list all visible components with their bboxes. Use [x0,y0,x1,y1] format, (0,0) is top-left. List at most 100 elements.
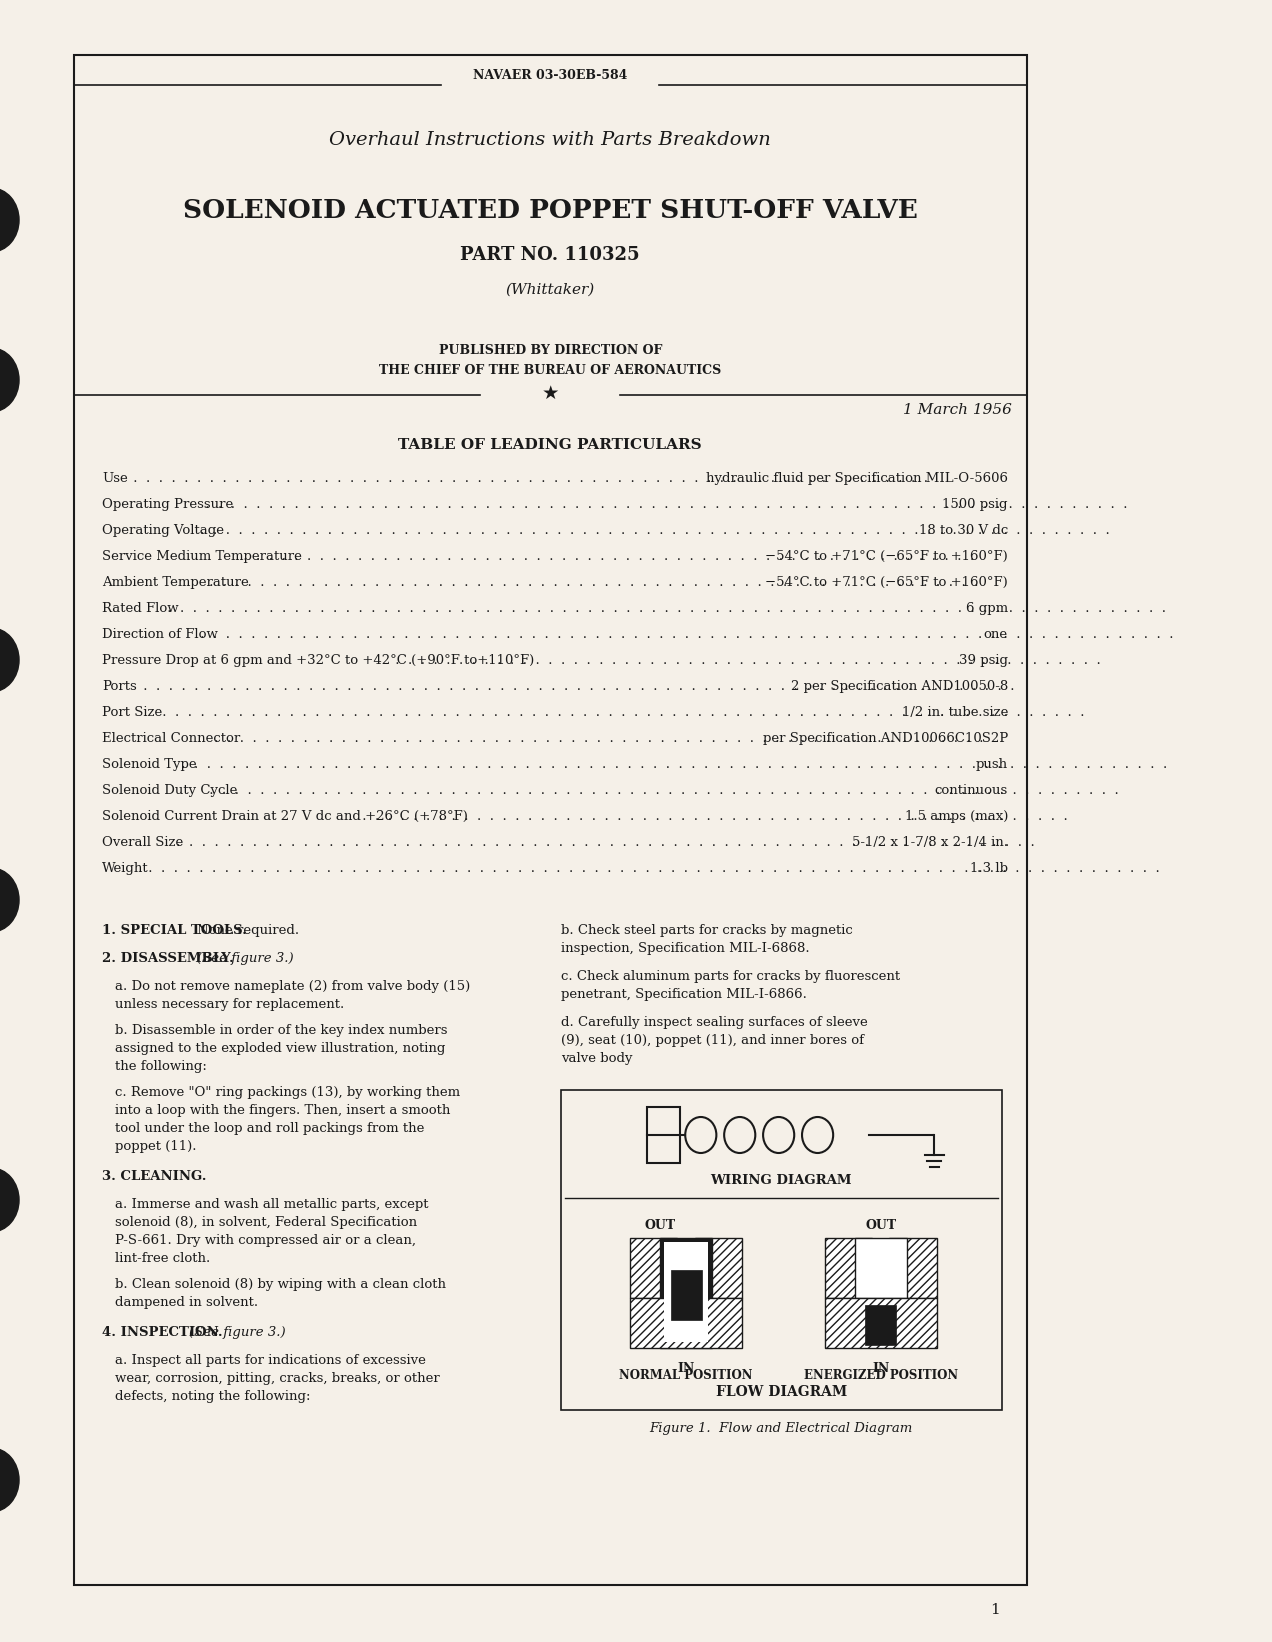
Text: poppet (11).: poppet (11). [114,1140,197,1153]
Text: Rated Flow: Rated Flow [102,601,179,614]
Circle shape [0,1448,19,1512]
Text: .  .  .  .  .  .  .  .  .  .  .  .  .  .  .  .  .  .  .  .  .  .  .  .  .  .  . : . . . . . . . . . . . . . . . . . . . . … [196,627,1178,640]
Text: defects, noting the following:: defects, noting the following: [114,1391,310,1402]
Text: 1. SPECIAL TOOLS.: 1. SPECIAL TOOLS. [102,924,247,938]
Text: 2 per Specification AND10050-8: 2 per Specification AND10050-8 [791,680,1007,693]
Text: 2. DISASSEMBLY.: 2. DISASSEMBLY. [102,952,234,965]
Bar [824,1297,937,1348]
Bar [630,1297,743,1348]
Bar [74,54,1027,1585]
Text: Operating Voltage: Operating Voltage [102,524,224,537]
Text: .  .  .  .  .  .  .  .  .  .  .  .  .  .  .  .  .  .  .  .  .  .  .  .  .  .  . : . . . . . . . . . . . . . . . . . . . . … [391,654,1105,667]
Circle shape [0,869,19,933]
Text: 5-1/2 x 1-7/8 x 2-1/4 in.: 5-1/2 x 1-7/8 x 2-1/4 in. [852,836,1007,849]
Text: Solenoid Type: Solenoid Type [102,757,197,770]
Text: Pressure Drop at 6 gpm and +32°C to +42°C (+90°F to+110°F): Pressure Drop at 6 gpm and +32°C to +42°… [102,654,534,667]
Text: .  .  .  .  .  .  .  .  .  .  .  .  .  .  .  .  .  .  .  .  .  .  .  .  .  .  . : . . . . . . . . . . . . . . . . . . . . … [206,783,1123,796]
Text: −54°C to +71°C (−65°F to +160°F): −54°C to +71°C (−65°F to +160°F) [766,575,1007,588]
Text: .  .  .  .  .  .  .  .  .  .  .  .  .  .  .  .  .  .  .  .  .  .  .  .  .  .  . : . . . . . . . . . . . . . . . . . . . . … [139,680,1019,693]
Text: (Whittaker): (Whittaker) [506,282,595,297]
Text: Use: Use [102,471,128,484]
Text: inspection, Specification MIL-I-6868.: inspection, Specification MIL-I-6868. [561,943,809,956]
Text: 6 gpm: 6 gpm [965,601,1007,614]
Text: a. Immerse and wash all metallic parts, except: a. Immerse and wash all metallic parts, … [114,1199,429,1212]
Text: .  .  .  .  .  .  .  .  .  .  .  .  .  .  .  .  .  .  .  .  .  .  .  .  .  .  . : . . . . . . . . . . . . . . . . . . . . … [239,550,978,563]
Bar [855,1238,907,1297]
Text: the following:: the following: [114,1061,207,1072]
Text: push: push [976,757,1007,770]
Text: tool under the loop and roll packings from the: tool under the loop and roll packings fr… [114,1121,425,1135]
Circle shape [0,187,19,251]
Text: 1.3 lb: 1.3 lb [971,862,1007,875]
Text: 4. INSPECTION.: 4. INSPECTION. [102,1327,223,1338]
Bar [660,1238,712,1348]
Text: ★: ★ [542,384,558,402]
Text: .  .  .  .  .  .  .  .  .  .  .  .  .  .  .  .  .  .  .  .  .  .  .  .  .  .  . : . . . . . . . . . . . . . . . . . . . . … [130,471,932,484]
Text: a. Inspect all parts for indications of excessive: a. Inspect all parts for indications of … [114,1355,426,1368]
Text: NAVAER 03-30EB-584: NAVAER 03-30EB-584 [473,69,627,82]
Text: OUT: OUT [645,1218,675,1232]
Text: .  .  .  .  .  .  .  .  .  .  .  .  .  .  .  .  .  .  .  .  .  .  .  .  .  .  . : . . . . . . . . . . . . . . . . . . . . … [172,836,1039,849]
Text: 1/2 in. tube size: 1/2 in. tube size [902,706,1007,719]
Text: unless necessary for replacement.: unless necessary for replacement. [114,998,345,1011]
Text: WIRING DIAGRAM: WIRING DIAGRAM [711,1174,852,1187]
Text: Service Medium Temperature: Service Medium Temperature [102,550,301,563]
Text: 18 to 30 V dc: 18 to 30 V dc [918,524,1007,537]
Text: Direction of Flow: Direction of Flow [102,627,218,640]
Text: IN: IN [873,1361,889,1374]
Text: (See figure 3.): (See figure 3.) [188,1327,285,1338]
Text: 39 psig: 39 psig [959,654,1007,667]
Text: .  .  .  .  .  .  .  .  .  .  .  .  .  .  .  .  .  .  .  .  .  .  .  .  .  .  . : . . . . . . . . . . . . . . . . . . . . … [206,575,983,588]
Circle shape [0,1167,19,1232]
Bar [865,1305,897,1345]
Text: Operating Pressure: Operating Pressure [102,498,233,511]
Text: assigned to the exploded view illustration, noting: assigned to the exploded view illustrati… [114,1043,445,1056]
Text: THE CHIEF OF THE BUREAU OF AERONAUTICS: THE CHIEF OF THE BUREAU OF AERONAUTICS [379,363,721,376]
Text: 1: 1 [990,1603,1000,1617]
Text: .  .  .  .  .  .  .  .  .  .  .  .  .  .  .  .  .  .  .  .  .  .  .  .  .  .  . : . . . . . . . . . . . . . . . . . . . . … [158,706,1089,719]
Text: .  .  .  .  .  .  .  .  .  .  .  .  .  .  .  .  .  .  .  .  .  .  .  .  .  .  . : . . . . . . . . . . . . . . . . . . . . … [201,498,1132,511]
Text: solenoid (8), in solvent, Federal Specification: solenoid (8), in solvent, Federal Specif… [114,1217,417,1228]
Circle shape [0,627,19,691]
Text: b. Check steel parts for cracks by magnetic: b. Check steel parts for cracks by magne… [561,924,852,938]
Text: Solenoid Duty Cycle: Solenoid Duty Cycle [102,783,238,796]
Circle shape [0,348,19,412]
Text: Overall Size: Overall Size [102,836,183,849]
Text: dampened in solvent.: dampened in solvent. [114,1296,258,1309]
Text: 1.5 amps (max): 1.5 amps (max) [904,810,1007,823]
Text: wear, corrosion, pitting, cracks, breaks, or other: wear, corrosion, pitting, cracks, breaks… [114,1373,440,1384]
Text: .  .  .  .  .  .  .  .  .  .  .  .  .  .  .  .  .  .  .  .  .  .  .  .  .  .  . : . . . . . . . . . . . . . . . . . . . . … [144,862,1164,875]
Text: 1 March 1956: 1 March 1956 [903,402,1013,417]
Text: .  .  .  .  .  .  .  .  .  .  .  .  .  .  .  .  .  .  .  .  .  .  .  .  .  .  . : . . . . . . . . . . . . . . . . . . . . … [163,601,1170,614]
Text: Ports: Ports [102,680,137,693]
Text: valve body: valve body [561,1053,632,1066]
Bar [561,1090,1002,1410]
Text: Solenoid Current Drain at 27 V dc and +26°C (+78°F): Solenoid Current Drain at 27 V dc and +2… [102,810,468,823]
Text: d. Carefully inspect sealing surfaces of sleeve: d. Carefully inspect sealing surfaces of… [561,1016,868,1030]
Text: a. Do not remove nameplate (2) from valve body (15): a. Do not remove nameplate (2) from valv… [114,980,471,993]
Text: .  .  .  .  .  .  .  .  .  .  .  .  .  .  .  .  .  .  .  .  .  .  .  .  .  .  . : . . . . . . . . . . . . . . . . . . . . … [210,731,988,744]
Bar [647,1107,681,1163]
Text: Overhaul Instructions with Parts Breakdown: Overhaul Instructions with Parts Breakdo… [329,131,771,149]
Text: ENERGIZED POSITION: ENERGIZED POSITION [804,1368,958,1381]
Text: continuous: continuous [935,783,1007,796]
Text: c. Remove "O" ring packings (13), by working them: c. Remove "O" ring packings (13), by wor… [114,1085,460,1098]
Text: .  .  .  .  .  .  .  .  .  .  .  .  .  .  .  .  .  .  .  .  .  .  .  .  .  .  . : . . . . . . . . . . . . . . . . . . . . … [357,810,1072,823]
Text: IN: IN [678,1361,695,1374]
Text: OUT: OUT [865,1218,897,1232]
Text: into a loop with the fingers. Then, insert a smooth: into a loop with the fingers. Then, inse… [114,1103,450,1117]
Text: PUBLISHED BY DIRECTION OF: PUBLISHED BY DIRECTION OF [439,343,661,356]
Text: .  .  .  .  .  .  .  .  .  .  .  .  .  .  .  .  .  .  .  .  .  .  .  .  .  .  . : . . . . . . . . . . . . . . . . . . . . … [196,524,1114,537]
Text: (9), seat (10), poppet (11), and inner bores of: (9), seat (10), poppet (11), and inner b… [561,1034,864,1048]
Text: one: one [983,627,1007,640]
Text: b. Clean solenoid (8) by wiping with a clean cloth: b. Clean solenoid (8) by wiping with a c… [114,1277,446,1291]
Text: 3. CLEANING.: 3. CLEANING. [102,1171,206,1182]
Text: FLOW DIAGRAM: FLOW DIAGRAM [716,1384,847,1399]
Text: NORMAL POSITION: NORMAL POSITION [619,1368,753,1381]
Text: TABLE OF LEADING PARTICULARS: TABLE OF LEADING PARTICULARS [398,438,702,452]
Text: .  .  .  .  .  .  .  .  .  .  .  .  .  .  .  .  .  .  .  .  .  .  .  .  .  .  . : . . . . . . . . . . . . . . . . . . . . … [177,757,1172,770]
Text: (See figure 3.): (See figure 3.) [197,952,294,965]
Text: Port Size: Port Size [102,706,163,719]
Bar [824,1238,873,1297]
Text: None required.: None required. [197,924,299,938]
